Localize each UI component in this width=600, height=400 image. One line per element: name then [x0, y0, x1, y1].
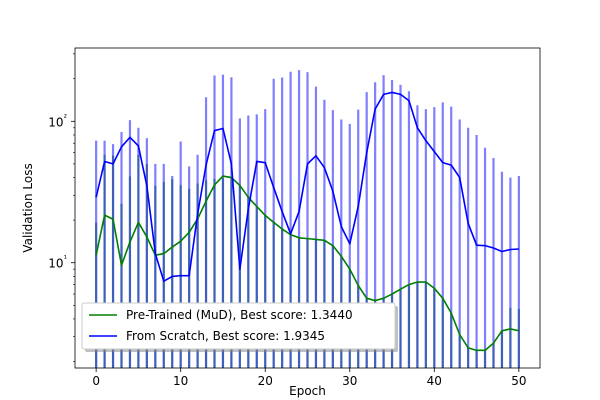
legend-label-pretrained: Pre-Trained (MuD), Best score: 1.3440	[126, 308, 353, 322]
y-tick-label-100: 10²	[48, 113, 67, 129]
series-line-0	[95, 175, 520, 352]
y-axis-label: Validation Loss	[21, 163, 35, 252]
axes-frame	[74, 47, 541, 369]
series-line-1	[95, 91, 519, 282]
x-tick-label-40: 40	[427, 374, 442, 388]
series-lines	[95, 91, 520, 352]
x-axis-label: Epoch	[289, 384, 326, 398]
y-axis: 10¹ 10²	[48, 53, 75, 362]
x-tick-label-20: 20	[258, 374, 273, 388]
x-tick-label-0: 0	[92, 374, 100, 388]
legend-label-scratch: From Scratch, Best score: 1.9345	[126, 329, 325, 343]
x-tick-label-50: 50	[511, 374, 526, 388]
legend-box	[81, 302, 396, 350]
x-tick-label-10: 10	[173, 374, 188, 388]
y-tick-label-10: 10¹	[48, 255, 67, 271]
legend: Pre-Trained (MuD), Best score: 1.3440 Fr…	[81, 302, 398, 352]
x-tick-label-30: 30	[342, 374, 357, 388]
x-axis: 0 10 20 30 40 50	[92, 368, 527, 388]
